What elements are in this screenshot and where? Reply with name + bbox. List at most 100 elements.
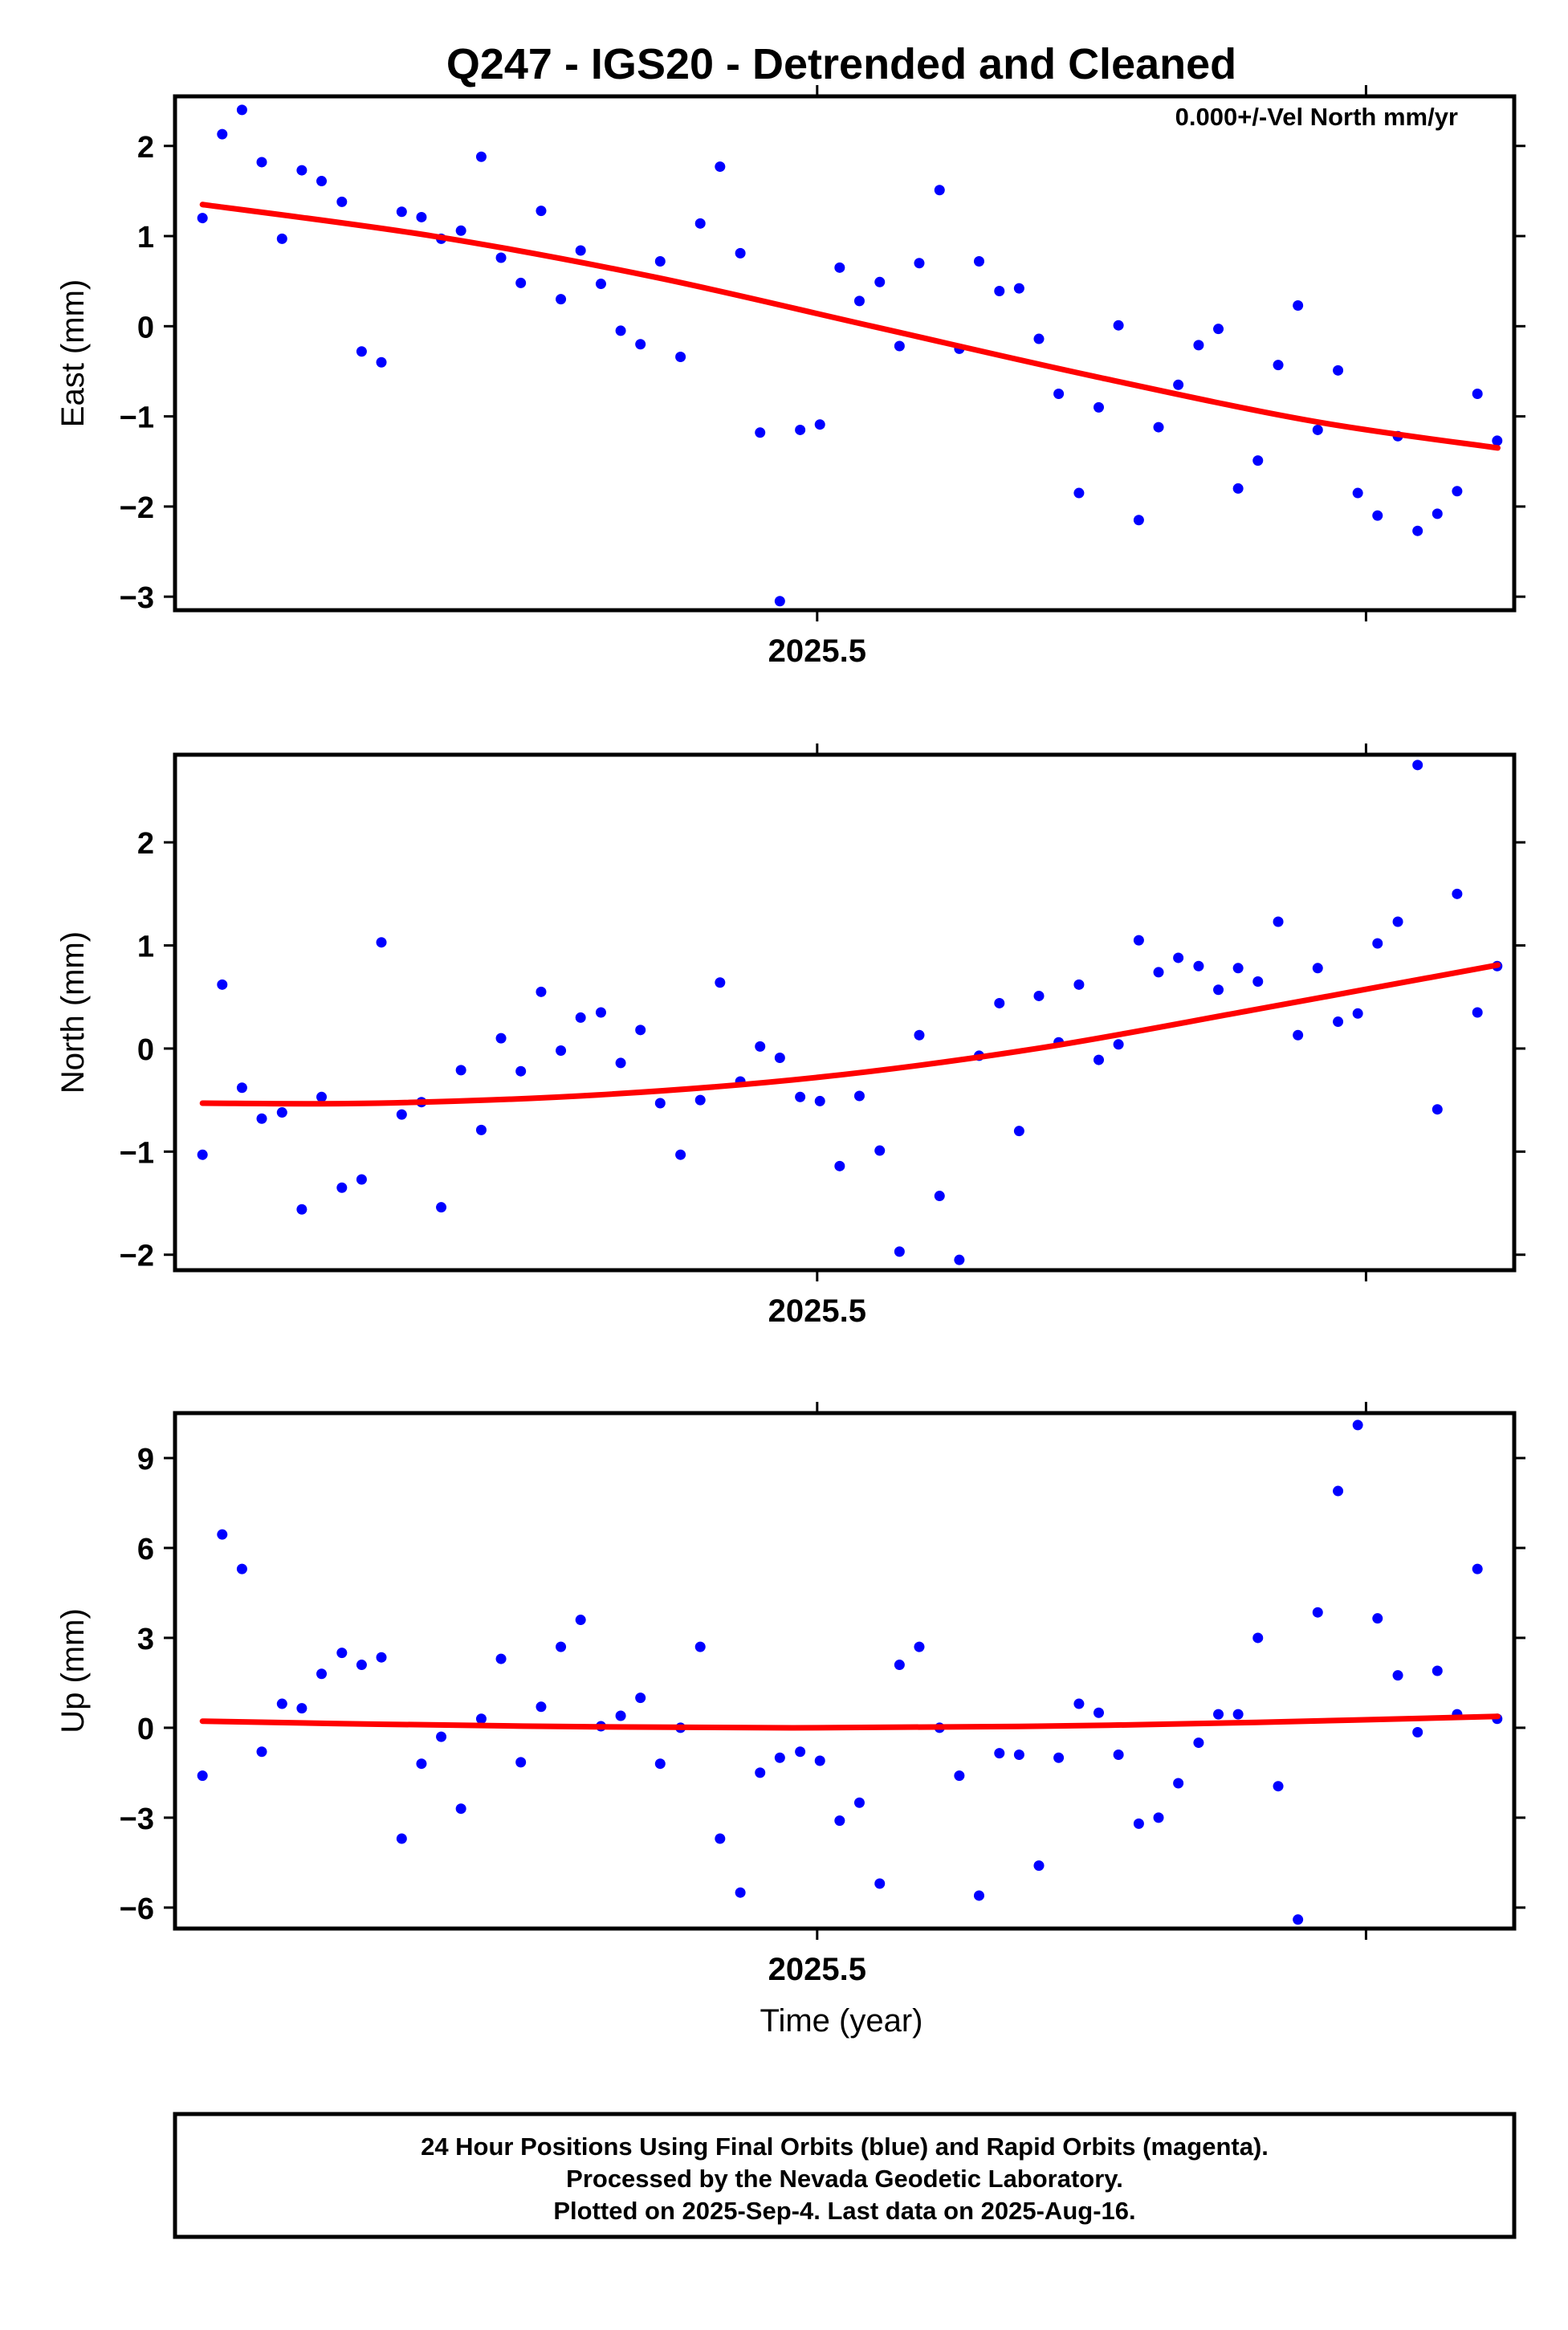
east-data-point <box>376 356 387 368</box>
east-data-point <box>316 176 328 187</box>
up-data-point <box>654 1758 666 1770</box>
north-data-point <box>575 1012 586 1023</box>
north-data-point <box>536 986 547 997</box>
east-data-point <box>1352 487 1363 499</box>
up-data-point <box>1412 1727 1423 1738</box>
east-data-point <box>1252 455 1264 466</box>
up-data-point <box>1013 1750 1024 1761</box>
east-plot-frame <box>173 94 1517 613</box>
up-ytick-label: 3 <box>137 1623 154 1656</box>
north-data-point <box>1013 1126 1024 1137</box>
east-data-point <box>814 419 825 430</box>
up-data-point <box>1213 1709 1224 1720</box>
east-data-point <box>1452 486 1463 497</box>
east-data-point <box>675 351 686 362</box>
north-data-point <box>495 1033 507 1044</box>
north-data-point <box>774 1052 785 1063</box>
north-y-axis-label: North (mm) <box>55 931 91 1094</box>
footer-line-2: Processed by the Nevada Geodetic Laborat… <box>566 2165 1123 2193</box>
east-data-point <box>1013 283 1024 294</box>
east-annotation: 0.000+/-Vel North mm/yr <box>1175 103 1458 131</box>
north-data-point <box>795 1091 806 1102</box>
east-data-point <box>356 346 367 357</box>
up-data-point <box>1293 1914 1304 1925</box>
east-data-point <box>536 206 547 217</box>
north-data-point <box>853 1090 865 1102</box>
east-fit-curve <box>199 202 1501 451</box>
east-xtick-label: 2025.5 <box>768 633 866 669</box>
up-data-point <box>515 1757 527 1768</box>
up-data-point <box>1432 1665 1443 1676</box>
up-data-point <box>1073 1698 1085 1709</box>
east-data-point <box>1412 525 1423 536</box>
up-ytick-label: −3 <box>120 1802 154 1836</box>
east-data-point <box>1312 424 1323 435</box>
east-ytick-label: 0 <box>137 311 154 344</box>
east-data-point <box>276 233 287 244</box>
east-data-point <box>615 325 626 336</box>
up-data-point <box>635 1693 646 1704</box>
north-xtick-label: 2025.5 <box>768 1293 866 1329</box>
up-data-point <box>874 1878 886 1889</box>
north-data-point <box>595 1007 606 1018</box>
east-data-point <box>755 427 766 438</box>
north-data-point <box>1094 1054 1105 1065</box>
north-data-point <box>455 1065 466 1076</box>
up-data-point <box>774 1752 785 1763</box>
up-data-point <box>217 1529 228 1540</box>
east-data-point <box>853 295 865 307</box>
up-y-axis-label: Up (mm) <box>55 1608 91 1733</box>
east-data-point <box>595 279 606 290</box>
north-plot-frame <box>173 752 1517 1273</box>
north-fit-curve <box>199 962 1501 1107</box>
panels: −3 −2 −1 0 1 2 2025.5 East (mm) 0.000+/-Vel Nort… <box>55 85 1525 1987</box>
north-data-point <box>436 1202 447 1213</box>
north-data-point <box>1173 952 1184 963</box>
north-data-point <box>316 1091 328 1102</box>
east-data-point <box>1472 389 1483 400</box>
north-data-point <box>675 1149 686 1160</box>
up-data-point <box>1333 1485 1344 1497</box>
up-data-point <box>1372 1613 1383 1624</box>
north-data-point <box>515 1065 527 1077</box>
east-data-point <box>1372 510 1383 521</box>
north-data-point <box>236 1082 247 1094</box>
east-data-point <box>1133 515 1144 526</box>
east-data-point <box>1173 379 1184 390</box>
up-ytick-label: −6 <box>120 1892 154 1926</box>
up-data-point <box>376 1652 387 1663</box>
east-ytick-label: 2 <box>137 131 154 165</box>
east-data-point <box>396 206 407 218</box>
east-data-point <box>455 225 466 236</box>
up-data-point <box>914 1641 925 1652</box>
up-data-point <box>795 1746 806 1758</box>
east-ytick-label: −3 <box>120 581 154 615</box>
north-data-point <box>376 937 387 948</box>
up-data-point <box>256 1746 267 1758</box>
up-data-point <box>475 1713 487 1725</box>
up-data-point <box>1252 1632 1264 1644</box>
up-data-point <box>276 1698 287 1709</box>
east-data-point <box>1033 333 1045 344</box>
north-data-point <box>615 1057 626 1069</box>
east-data-point <box>1153 422 1164 433</box>
east-data-point <box>475 151 487 162</box>
x-axis-label: Time (year) <box>760 2003 923 2039</box>
north-data-point <box>635 1024 646 1036</box>
up-data-point <box>1193 1737 1204 1749</box>
east-data-point <box>256 157 267 168</box>
north-data-point <box>1412 760 1423 771</box>
east-data-point <box>1193 340 1204 351</box>
east-data-point <box>735 247 746 259</box>
north-data-point <box>1033 990 1045 1001</box>
up-fit-curve <box>199 1713 1501 1731</box>
east-data-point <box>575 245 586 256</box>
east-data-point <box>495 252 507 263</box>
up-data-point <box>954 1770 965 1782</box>
north-data-point <box>1333 1016 1344 1028</box>
up-data-point <box>356 1660 367 1671</box>
up-data-point <box>755 1767 766 1778</box>
up-data-point <box>1273 1781 1284 1792</box>
up-data-point <box>694 1641 706 1652</box>
